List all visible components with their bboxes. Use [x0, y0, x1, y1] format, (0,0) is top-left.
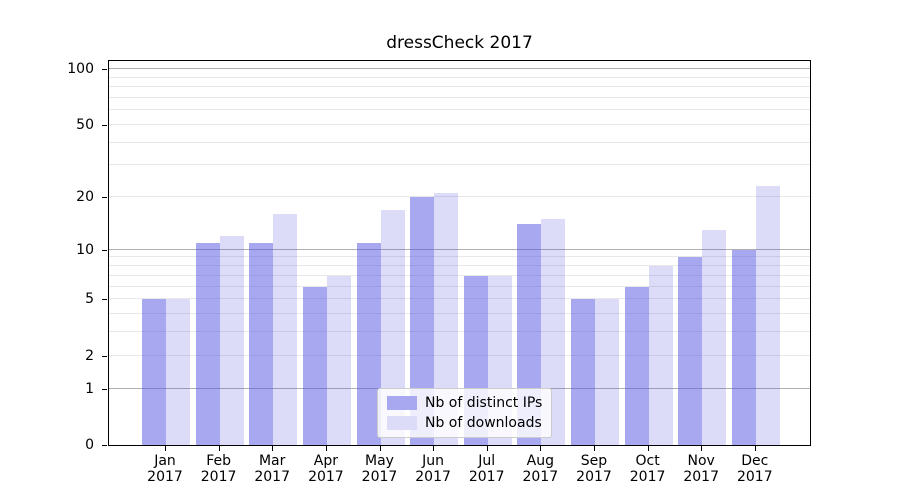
y-tick-label-100: 100: [67, 61, 94, 77]
y-tick-label-5: 5: [85, 291, 94, 307]
y-tick-label-10: 10: [76, 241, 94, 258]
x-tick-mark-may: [379, 446, 381, 451]
y-tick-label-1: 1: [85, 380, 94, 397]
x-tick-mark-jun: [433, 446, 435, 451]
y-tick-mark-1: [102, 388, 107, 390]
x-tick-label-jun: Jun 2017: [415, 453, 451, 485]
x-tick-mark-apr: [325, 446, 327, 451]
legend-label-downloads: Nb of downloads: [425, 415, 542, 431]
bar-distinct-ips-dec: [731, 249, 756, 445]
chart-title: dressCheck 2017: [386, 33, 533, 53]
bar-downloads-feb: [219, 236, 244, 445]
gridline-2: [109, 354, 810, 356]
x-tick-mark-dec: [754, 446, 756, 451]
bar-downloads-oct: [648, 266, 673, 445]
x-tick-mark-aug: [540, 446, 542, 451]
bar-downloads-mar: [273, 214, 298, 445]
legend-item-downloads: Nb of downloads: [387, 415, 542, 431]
bar-distinct-ips-apr: [302, 286, 327, 445]
x-tick-label-jan: Jan 2017: [147, 453, 183, 485]
y-tick-mark-5: [102, 299, 107, 300]
y-tick-label-2: 2: [85, 347, 94, 364]
bar-distinct-ips-feb: [195, 242, 220, 445]
x-tick-label-mar: Mar 2017: [254, 453, 290, 485]
gridline-40: [109, 141, 810, 143]
x-tick-mark-mar: [272, 446, 274, 451]
gridline-50: [109, 123, 810, 125]
bar-downloads-nov: [702, 230, 727, 445]
y-tick-mark-2: [102, 355, 107, 357]
bar-distinct-ips-jan: [142, 299, 166, 445]
x-tick-label-nov: Nov 2017: [683, 453, 719, 485]
x-tick-label-sep: Sep 2017: [576, 453, 612, 485]
legend: Nb of distinct IPs Nb of downloads: [377, 388, 553, 438]
legend-item-distinct-ips: Nb of distinct IPs: [387, 395, 542, 411]
gridline-10: [109, 248, 810, 250]
bar-layer: [109, 61, 810, 445]
gridline-100: [109, 68, 810, 69]
y-tick-label-0: 0: [85, 437, 94, 453]
x-tick-mark-sep: [594, 446, 595, 451]
gridline-30: [109, 164, 810, 166]
gridline-8: [109, 265, 810, 266]
bar-distinct-ips-oct: [624, 286, 649, 445]
bar-downloads-dec: [755, 186, 780, 445]
bar-downloads-apr: [326, 275, 351, 445]
y-tick-mark-10: [102, 249, 107, 251]
gridline-6: [109, 285, 810, 287]
gridline-60: [109, 109, 810, 111]
x-tick-label-dec: Dec 2017: [736, 453, 773, 485]
legend-swatch-distinct-ips: [387, 396, 417, 410]
x-tick-label-oct: Oct 2017: [629, 453, 666, 485]
gridline-4: [109, 312, 810, 314]
x-tick-label-feb: Feb 2017: [200, 453, 237, 485]
gridline-90: [109, 76, 810, 78]
x-tick-mark-nov: [701, 446, 703, 451]
x-tick-mark-feb: [218, 446, 220, 451]
x-tick-label-jul: Jul 2017: [468, 453, 505, 485]
bar-distinct-ips-may: [356, 242, 381, 445]
y-tick-mark-0: [102, 445, 107, 446]
bar-downloads-sep: [595, 299, 619, 445]
bar-distinct-ips-nov: [678, 257, 703, 445]
bar-distinct-ips-sep: [571, 299, 595, 445]
x-tick-mark-jan: [165, 446, 166, 451]
gridline-5: [109, 298, 810, 299]
legend-label-distinct-ips: Nb of distinct IPs: [425, 395, 543, 411]
x-tick-label-may: May 2017: [361, 453, 398, 485]
gridline-70: [109, 96, 810, 98]
y-tick-mark-100: [102, 69, 107, 70]
gridline-7: [109, 274, 810, 276]
bar-downloads-jan: [166, 299, 190, 445]
y-tick-label-50: 50: [76, 116, 94, 133]
y-tick-mark-20: [102, 197, 107, 198]
gridline-80: [109, 86, 810, 87]
y-tick-mark-50: [102, 124, 107, 126]
x-tick-mark-jul: [486, 446, 488, 451]
bar-distinct-ips-mar: [249, 242, 274, 445]
gridline-9: [109, 256, 810, 258]
x-tick-label-aug: Aug 2017: [522, 453, 559, 485]
legend-swatch-downloads: [387, 416, 417, 430]
x-tick-label-apr: Apr 2017: [308, 453, 344, 485]
x-tick-mark-oct: [647, 446, 649, 451]
plot-area: Nb of distinct IPs Nb of downloads: [108, 60, 811, 446]
gridline-20: [109, 196, 810, 197]
y-tick-label-20: 20: [76, 189, 94, 205]
gridline-3: [109, 331, 810, 333]
